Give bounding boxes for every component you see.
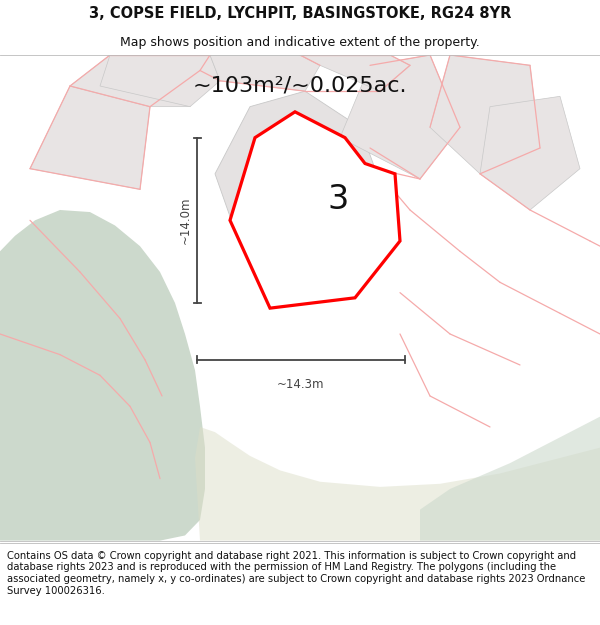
- Polygon shape: [30, 86, 150, 189]
- Polygon shape: [340, 55, 460, 179]
- Polygon shape: [300, 55, 410, 91]
- Polygon shape: [70, 55, 200, 107]
- Polygon shape: [210, 55, 320, 91]
- Polygon shape: [195, 427, 600, 541]
- Text: ~103m²/~0.025ac.: ~103m²/~0.025ac.: [193, 76, 407, 96]
- Polygon shape: [215, 91, 375, 246]
- Polygon shape: [0, 210, 205, 541]
- Text: ~14.0m: ~14.0m: [179, 197, 192, 244]
- Polygon shape: [480, 96, 580, 210]
- Polygon shape: [420, 417, 600, 541]
- Text: Map shows position and indicative extent of the property.: Map shows position and indicative extent…: [120, 36, 480, 49]
- Text: 3, COPSE FIELD, LYCHPIT, BASINGSTOKE, RG24 8YR: 3, COPSE FIELD, LYCHPIT, BASINGSTOKE, RG…: [89, 6, 511, 21]
- Text: ~14.3m: ~14.3m: [277, 378, 325, 391]
- Polygon shape: [230, 112, 400, 308]
- Text: 3: 3: [328, 182, 349, 216]
- Polygon shape: [430, 55, 540, 174]
- Polygon shape: [100, 55, 220, 107]
- Text: Contains OS data © Crown copyright and database right 2021. This information is : Contains OS data © Crown copyright and d…: [7, 551, 586, 596]
